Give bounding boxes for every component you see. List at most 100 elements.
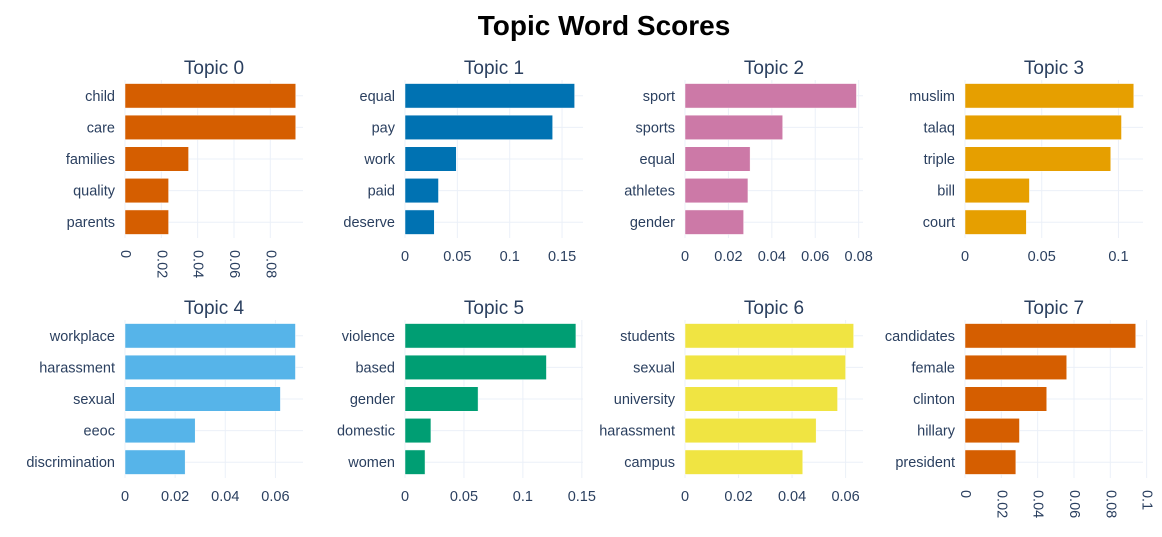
- bar-sexual: [684, 354, 846, 380]
- tick-label-x: 0: [681, 489, 689, 505]
- category-label: families: [66, 152, 115, 168]
- category-label: candidates: [885, 329, 955, 345]
- category-label: quality: [73, 184, 116, 200]
- tick-label-x: 0.06: [226, 250, 242, 278]
- subplot-topic-1: equal pay work paid deserve 0 0.05 0.1 0.15 Topic…: [343, 58, 583, 265]
- bar-equal: [684, 146, 751, 172]
- bar-families: [124, 146, 189, 172]
- bar-eeoc: [124, 418, 196, 444]
- category-label: students: [620, 329, 675, 345]
- category-label: pay: [372, 120, 396, 136]
- tick-label-x: 0.04: [1030, 490, 1046, 518]
- bar-talaq: [964, 114, 1122, 140]
- category-label: athletes: [624, 184, 675, 200]
- category-label: equal: [360, 89, 395, 105]
- tick-label-x: 0.02: [153, 250, 169, 278]
- bar-sport: [684, 83, 857, 109]
- bar-triple: [964, 146, 1112, 172]
- bar-equal: [404, 83, 575, 109]
- subplot-topic-0: child care families quality parents 0 0.02 0.04…: [66, 58, 303, 278]
- tick-label-x: 0.04: [758, 249, 786, 265]
- tick-label-x: 0.02: [161, 489, 189, 505]
- category-label: sport: [643, 89, 675, 105]
- tick-label-x: 0.06: [1066, 490, 1082, 518]
- tick-label-x: 0.05: [1028, 249, 1056, 265]
- category-label: muslim: [909, 89, 955, 105]
- category-label: child: [85, 89, 115, 105]
- bar-athletes: [684, 178, 749, 204]
- category-label: sexual: [73, 392, 115, 408]
- tick-label-x: 0.15: [568, 489, 596, 505]
- category-label: harassment: [599, 424, 675, 440]
- bar-court: [964, 209, 1027, 235]
- bar-female: [964, 354, 1067, 380]
- category-label: equal: [640, 152, 675, 168]
- bar-clinton: [964, 386, 1047, 412]
- bar-discrimination: [124, 449, 186, 475]
- bar-muslim: [964, 83, 1135, 109]
- bar-workplace: [124, 323, 296, 349]
- category-label: workplace: [49, 329, 115, 345]
- tick-label-x: 0.02: [724, 489, 752, 505]
- bar-bill: [964, 178, 1030, 204]
- bar-work: [404, 146, 457, 172]
- bar-violence: [404, 323, 577, 349]
- category-label: violence: [342, 329, 395, 345]
- bar-based: [404, 354, 547, 380]
- bar-domestic: [404, 418, 432, 444]
- category-label: care: [87, 120, 115, 136]
- tick-label-x: 0.05: [450, 489, 478, 505]
- bar-gender: [404, 386, 479, 412]
- tick-label-x: 0.02: [993, 490, 1009, 518]
- tick-label-x: 0.1: [500, 249, 520, 265]
- tick-label-x: 0.05: [443, 249, 471, 265]
- category-label: university: [614, 392, 676, 408]
- bar-students: [684, 323, 854, 349]
- tick-label-x: 0.1: [1139, 490, 1155, 510]
- subplot-topic-5: violence based gender domestic women 0 0.05 0.1…: [337, 298, 596, 505]
- tick-label-x: 0.06: [831, 489, 859, 505]
- bar-gender: [684, 209, 744, 235]
- subplot-topic-3: muslim talaq triple bill court 0 0.05 0.1 Topic …: [909, 58, 1143, 265]
- tick-label-x: 0.08: [1102, 490, 1118, 518]
- category-label: court: [923, 215, 955, 231]
- category-label: work: [363, 152, 395, 168]
- tick-label-x: 0.04: [778, 489, 806, 505]
- subplot-topic-2: sport sports equal athletes gender 0 0.02 0.04 0…: [624, 58, 873, 265]
- category-label: harassment: [39, 360, 115, 376]
- category-label: paid: [368, 184, 395, 200]
- tick-label-x: 0: [681, 249, 689, 265]
- subplot-topic-4: workplace harassment sexual eeoc discriminat…: [26, 298, 303, 505]
- tick-label-x: 0.1: [1108, 249, 1128, 265]
- category-label: talaq: [924, 120, 955, 136]
- tick-label-x: 0.08: [845, 249, 873, 265]
- subplot-topic-6: students sexual university harassment campus…: [599, 298, 863, 505]
- subplot-title: Topic 3: [1024, 58, 1084, 79]
- category-label: gender: [630, 215, 675, 231]
- bar-harassment: [124, 354, 296, 380]
- category-label: discrimination: [26, 455, 115, 471]
- bar-hillary: [964, 418, 1020, 444]
- chart-title: Topic Word Scores: [478, 10, 731, 41]
- category-label: female: [911, 360, 955, 376]
- category-label: hillary: [917, 424, 956, 440]
- tick-label-x: 0.06: [261, 489, 289, 505]
- tick-label-x: 0.06: [801, 249, 829, 265]
- category-label: bill: [937, 184, 955, 200]
- bar-child: [124, 83, 296, 109]
- category-label: deserve: [343, 215, 395, 231]
- bar-campus: [684, 449, 804, 475]
- tick-label-x: 0: [401, 489, 409, 505]
- category-label: president: [895, 455, 955, 471]
- bar-deserve: [404, 209, 435, 235]
- category-label: gender: [350, 392, 395, 408]
- bar-paid: [404, 178, 439, 204]
- tick-label-x: 0.15: [548, 249, 576, 265]
- bar-pay: [404, 114, 553, 140]
- category-label: sexual: [633, 360, 675, 376]
- subplot-title: Topic 6: [744, 298, 804, 319]
- subplot-title: Topic 5: [464, 298, 524, 319]
- bar-parents: [124, 209, 169, 235]
